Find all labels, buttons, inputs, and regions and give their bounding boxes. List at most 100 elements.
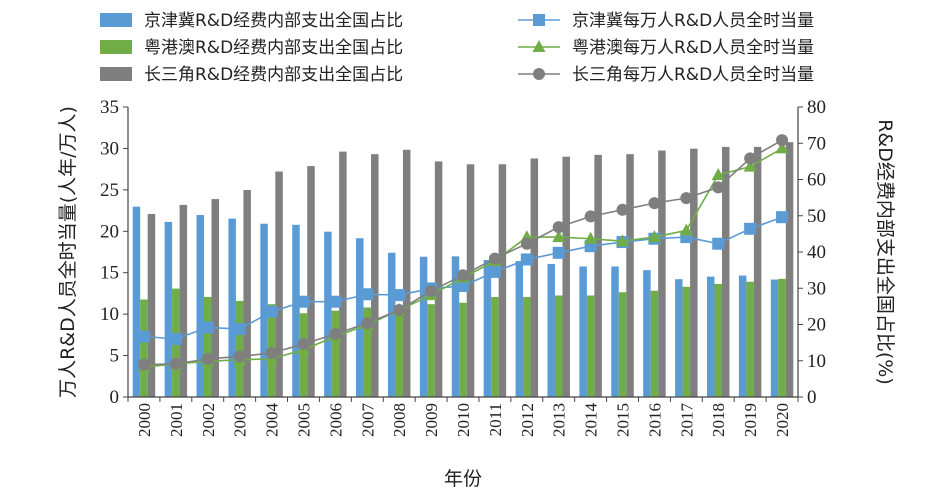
marker-series3-2004 <box>265 347 278 360</box>
x-tick-label-2001: 2001 <box>167 403 186 437</box>
bar-series1-2012 <box>515 261 524 397</box>
bar-series2-2003 <box>235 300 244 397</box>
marker-series3-2014 <box>584 210 597 223</box>
bar-series1-2006 <box>324 231 332 397</box>
legend-label-line-3: 长三角每万人R&D人员全时当量 <box>572 65 814 85</box>
right-tick-label-30: 30 <box>807 278 826 299</box>
bar-series2-2007 <box>363 307 372 397</box>
marker-series1-2011 <box>488 265 501 278</box>
bar-series3-2014 <box>594 154 602 397</box>
x-tick-label-2009: 2009 <box>422 403 441 437</box>
marker-series3-2012 <box>520 237 533 250</box>
left-tick-label-35: 35 <box>100 97 119 118</box>
x-tick-label-2019: 2019 <box>741 403 760 437</box>
legend-marker-1 <box>533 14 545 26</box>
right-tick-label-60: 60 <box>807 170 826 191</box>
x-tick-label-2000: 2000 <box>135 403 154 437</box>
marker-series3-2020 <box>776 134 789 147</box>
marker-series3-2003 <box>233 350 246 363</box>
legend-label-line-2: 粤港澳每万人R&D人员全时当量 <box>572 38 814 58</box>
left-tick-label-20: 20 <box>100 221 119 242</box>
bar-series1-2005 <box>292 224 300 397</box>
marker-series1-2012 <box>520 253 533 266</box>
bar-series3-2008 <box>402 149 411 397</box>
bar-series2-2016 <box>650 290 659 397</box>
bar-series3-2004 <box>275 171 283 397</box>
right-tick-label-50: 50 <box>807 206 826 227</box>
x-tick-label-2003: 2003 <box>231 403 250 437</box>
marker-series3-2018 <box>712 181 725 194</box>
bar-series2-2018 <box>714 283 722 397</box>
legend-label-line-1: 京津冀每万人R&D人员全时当量 <box>572 11 814 31</box>
bar-series3-2013 <box>562 156 570 397</box>
bar-series3-2020 <box>785 142 794 397</box>
marker-series3-2016 <box>648 197 661 210</box>
bar-series1-2015 <box>611 266 619 397</box>
left-tick-label-30: 30 <box>100 138 119 159</box>
legend-label-bar-1: 京津冀R&D经费内部支出全国占比 <box>144 11 403 31</box>
bar-series3-2015 <box>626 154 634 398</box>
bar-series2-2002 <box>204 296 212 397</box>
bar-series3-2019 <box>753 146 762 398</box>
bar-series3-2017 <box>690 148 698 397</box>
marker-series2-2019 <box>743 159 757 172</box>
legend-swatch-bar-1 <box>100 13 132 27</box>
x-tick-label-2015: 2015 <box>614 403 633 437</box>
marker-series1-2010 <box>457 279 469 292</box>
left-tick-label-25: 25 <box>100 180 119 201</box>
legend: 京津冀R&D经费内部支出全国占比粤港澳R&D经费内部支出全国占比长三角R&D经费… <box>100 11 814 85</box>
marker-series3-2019 <box>744 152 757 165</box>
right-tick-label-10: 10 <box>807 351 826 372</box>
y-axis-right-title: R&D经费内部支出全国占比(%) <box>874 119 896 385</box>
x-tick-label-2005: 2005 <box>294 403 313 437</box>
bar-series1-2014 <box>579 266 587 397</box>
bar-series3-2016 <box>658 150 666 397</box>
bar-series3-2010 <box>466 164 475 397</box>
bar-series1-2007 <box>356 238 364 397</box>
marker-series2-2017 <box>679 223 693 236</box>
left-tick-label-10: 10 <box>100 304 119 325</box>
bar-series3-2001 <box>179 204 188 398</box>
marker-series3-2007 <box>361 317 374 330</box>
marker-series3-2000 <box>137 358 150 371</box>
bar-series3-2011 <box>498 164 507 397</box>
bar-series2-2006 <box>331 310 340 397</box>
right-tick-label-20: 20 <box>807 315 826 336</box>
bar-series1-2002 <box>196 215 205 397</box>
bar-series1-2019 <box>738 275 747 397</box>
bar-series2-2011 <box>491 296 499 397</box>
x-tick-label-2002: 2002 <box>199 403 218 437</box>
marker-series1-2013 <box>552 246 565 259</box>
right-tick-label-70: 70 <box>807 133 826 154</box>
bar-series3-2012 <box>530 158 539 397</box>
marker-series3-2015 <box>616 203 629 216</box>
x-tick-label-2014: 2014 <box>582 403 601 438</box>
left-tick-label-15: 15 <box>100 263 119 284</box>
bar-series1-2008 <box>387 252 396 397</box>
marker-series3-2005 <box>297 337 310 350</box>
ticks-layer: 0 5 10 15 20 25 30 35 0 10 20 30 40 50 60 70 80 2000 2001 2… <box>100 97 826 437</box>
bar-series1-2000 <box>132 206 141 397</box>
bar-series1-2003 <box>228 218 236 397</box>
marker-series1-2003 <box>233 323 246 336</box>
marker-series1-2000 <box>137 330 150 343</box>
x-tick-label-2010: 2010 <box>454 403 473 437</box>
left-tick-label-0: 0 <box>110 387 120 408</box>
marker-series1-2002 <box>201 321 214 334</box>
marker-series1-2006 <box>329 295 342 308</box>
bar-series1-2020 <box>770 279 779 397</box>
bar-series1-2001 <box>164 221 173 397</box>
bar-series3-2018 <box>721 146 730 398</box>
marker-series2-2016 <box>647 230 661 243</box>
marker-series2-2020 <box>775 141 789 154</box>
right-tick-label-0: 0 <box>807 387 817 408</box>
marker-series1-2020 <box>776 211 789 224</box>
bar-series2-2012 <box>523 296 531 397</box>
legend-label-bar-3: 长三角R&D经费内部支出全国占比 <box>144 65 403 85</box>
marker-series3-2008 <box>393 304 406 316</box>
x-axis-title: 年份 <box>444 468 482 490</box>
bar-series2-2017 <box>682 286 691 397</box>
marker-series3-2002 <box>201 352 214 365</box>
